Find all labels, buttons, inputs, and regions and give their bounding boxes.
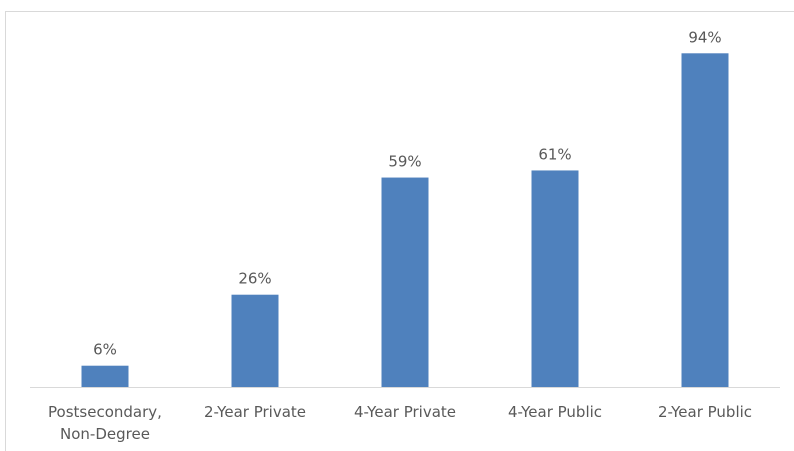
bar-3 <box>531 170 579 387</box>
data-label-2: 59% <box>388 153 421 171</box>
value-labels-group: 6% 26% 59% 61% 94% <box>93 28 722 358</box>
data-label-4: 94% <box>688 28 721 46</box>
data-label-0: 6% <box>93 341 117 359</box>
bars-group <box>81 53 729 388</box>
category-label-4: 2-Year Public <box>658 403 752 421</box>
category-tick-labels-group: Postsecondary, Non-Degree 2-Year Private 4-… <box>48 403 752 443</box>
chart-frame <box>5 11 794 451</box>
category-label-3: 4-Year Public <box>508 403 602 421</box>
category-label-1: 2-Year Private <box>204 403 306 421</box>
bar-4 <box>681 53 729 388</box>
data-label-3: 61% <box>538 145 571 163</box>
bar-2 <box>381 177 429 387</box>
data-label-1: 26% <box>238 270 271 288</box>
category-label-2: 4-Year Private <box>354 403 456 421</box>
category-label-0: Postsecondary, Non-Degree <box>48 403 162 443</box>
bar-0 <box>81 365 129 387</box>
bar-1 <box>231 294 279 387</box>
